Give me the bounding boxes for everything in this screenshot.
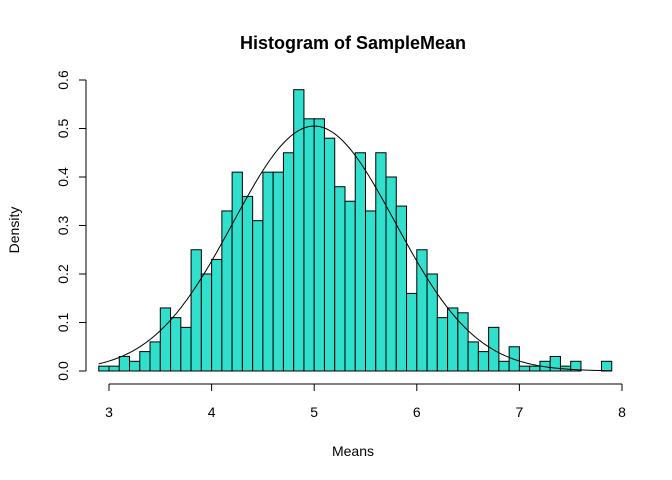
y-tick-label: 0.1: [55, 313, 71, 333]
histogram-bar: [323, 137, 336, 372]
histogram-bar: [313, 118, 325, 372]
histogram-bar: [334, 186, 346, 372]
histogram-bar: [600, 360, 613, 372]
histogram-bar: [498, 360, 510, 372]
histogram-bar: [395, 205, 408, 372]
histogram-bar: [529, 365, 541, 372]
y-axis: 0.0 0.1 0.2 0.3 0.4 0.5 0.6: [55, 70, 87, 381]
histogram-bar: [549, 355, 561, 372]
histogram-bar: [406, 292, 418, 372]
density-curve: [98, 125, 612, 372]
histogram-bar: [108, 365, 120, 372]
histogram-bar: [170, 317, 182, 372]
x-axis: 3 4 5 6 7 8: [105, 383, 626, 420]
chart-title: Histogram of SampleMean: [240, 33, 466, 53]
histogram-bar: [262, 171, 274, 372]
y-tick-label: 0.3: [55, 216, 71, 236]
histogram-bars: [98, 89, 613, 372]
x-tick-label: 7: [516, 404, 524, 420]
y-tick-label: 0.0: [55, 361, 71, 381]
y-tick-label: 0.2: [55, 264, 71, 284]
histogram-bar: [241, 195, 254, 372]
histogram-bar: [375, 152, 387, 372]
histogram-bar: [180, 326, 192, 372]
x-axis-label: Means: [332, 443, 374, 459]
histogram-bar: [282, 152, 295, 372]
histogram-bar: [129, 360, 141, 372]
histogram-bar: [221, 210, 233, 372]
histogram-bar: [139, 351, 151, 372]
histogram-bar: [344, 200, 356, 372]
histogram-bar: [293, 89, 305, 372]
histogram-bar: [200, 273, 213, 372]
x-tick-label: 3: [105, 404, 113, 420]
histogram-bar: [149, 341, 161, 372]
x-tick-label: 6: [413, 404, 421, 420]
histogram-bar: [477, 351, 490, 372]
histogram-bar: [190, 249, 202, 372]
histogram-bar: [570, 360, 582, 372]
histogram-bar: [252, 220, 264, 372]
y-tick-label: 0.6: [55, 70, 71, 90]
histogram-bar: [211, 258, 223, 372]
y-axis-label: Density: [6, 207, 22, 254]
histogram-bar: [272, 171, 284, 372]
x-tick-label: 5: [310, 404, 318, 420]
histogram-bar: [98, 365, 110, 372]
histogram-bar: [488, 326, 500, 372]
histogram-bar: [303, 118, 315, 372]
x-tick-label: 8: [618, 404, 626, 420]
histogram-bar: [436, 317, 449, 372]
histogram-bar: [385, 176, 397, 372]
histogram-bar: [365, 210, 377, 372]
histogram-bar: [467, 341, 479, 372]
x-tick-label: 4: [208, 404, 216, 420]
y-tick-label: 0.5: [55, 119, 71, 139]
histogram-bar: [426, 273, 438, 372]
y-tick-label: 0.4: [55, 167, 71, 187]
histogram-bar: [447, 307, 459, 372]
histogram-bar: [118, 355, 131, 372]
histogram-bar: [518, 365, 531, 372]
histogram-bar: [416, 249, 428, 372]
histogram-bar: [354, 152, 366, 372]
histogram-bar: [159, 307, 172, 372]
histogram-bar: [231, 171, 243, 372]
